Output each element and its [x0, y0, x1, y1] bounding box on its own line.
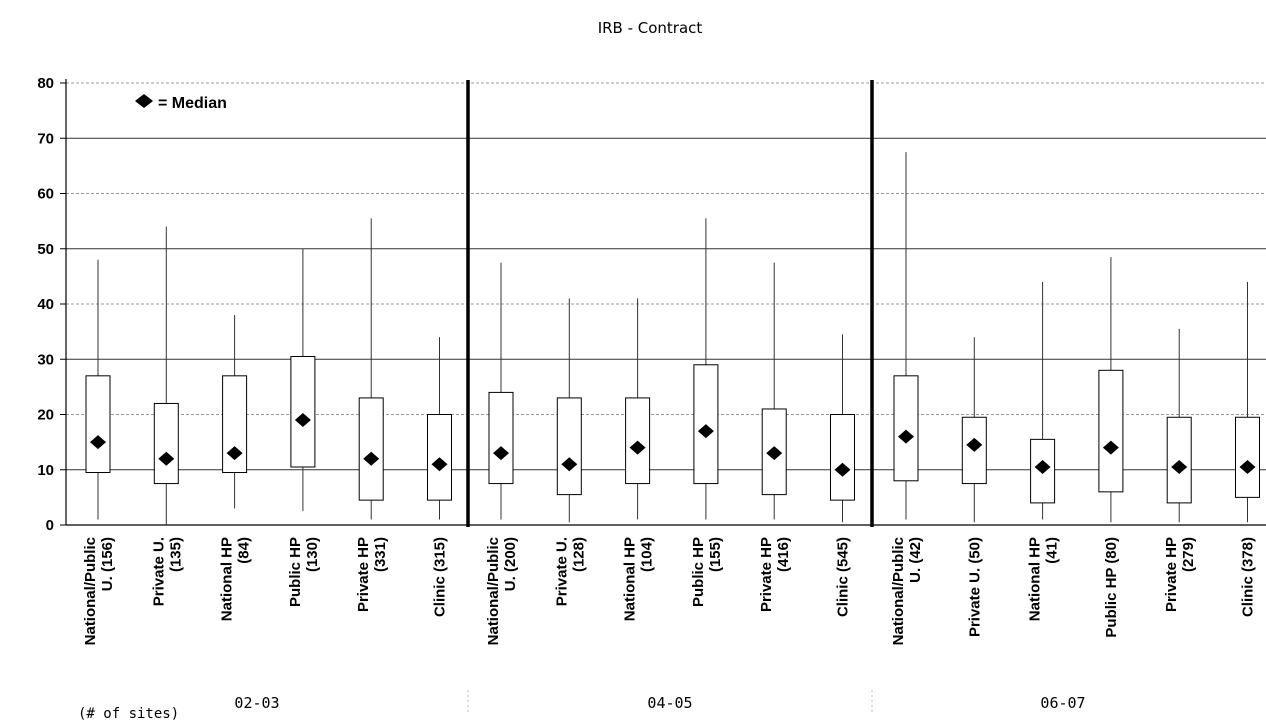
category-label-g1-b3-line-2: (84) — [236, 537, 253, 564]
category-label-g2-b4-line-2: (155) — [707, 537, 724, 572]
iqr-box-g3-b6 — [1235, 416, 1260, 498]
iqr-box-g1-b1 — [85, 375, 111, 474]
median-marker-g3-b6 — [1239, 459, 1256, 474]
median-marker-g3-b2 — [966, 437, 983, 452]
median-marker-g1-b3 — [226, 446, 243, 461]
category-labels: National/Public U. (156) Private U. (135) Na… — [82, 537, 1257, 712]
iqr-box-g2-b6 — [830, 414, 855, 501]
category-label-g3-b5-line-1: Private HP — [1163, 537, 1180, 612]
y-tick-label-80: 80 — [37, 75, 54, 92]
category-label-g2-b1-line-2: U. (200) — [502, 537, 519, 591]
category-label-g3-b6-line-1: Clinic (378) — [1240, 537, 1257, 617]
median-marker-g1-b6 — [431, 457, 448, 472]
category-label-g2-b2-line-2: (128) — [570, 537, 587, 572]
category-label-g3-b1-line-2: U. (42) — [907, 537, 924, 583]
category-label-g2-b4-line-1: Public HP — [690, 537, 707, 607]
y-tick-label-10: 10 — [37, 462, 54, 479]
y-tick-label-30: 30 — [37, 351, 54, 368]
category-label-g1-b2-line-2: (135) — [167, 537, 184, 572]
sites-footer-label: (# of sites) — [78, 706, 179, 722]
y-tick-label-20: 20 — [37, 407, 54, 424]
category-label-g1-b5-line-1: Private HP — [355, 537, 372, 612]
category-label-g1-b1-line-2: U. (156) — [99, 537, 116, 591]
category-label-g1-b6-line-1: Clinic (315) — [432, 537, 449, 617]
category-label-g1-b1-line-1: National/Public — [82, 537, 99, 645]
iqr-box-g2-b3 — [625, 397, 651, 485]
iqr-box-g2-b2 — [556, 397, 582, 496]
period-label-02-03: 02-03 — [234, 694, 279, 712]
legend-median-diamond-icon — [135, 94, 153, 108]
grid-lines — [66, 82, 1266, 471]
median-marker-g3-b3 — [1034, 459, 1051, 474]
category-label-g2-b6-line-1: Clinic (545) — [835, 537, 852, 617]
y-axis: 0 10 20 30 40 50 60 70 80 — [37, 75, 1266, 534]
legend: = Median — [135, 94, 227, 112]
legend-label: = Median — [158, 95, 227, 112]
median-marker-g2-b6 — [834, 462, 851, 477]
chart-title: IRB - Contract — [598, 19, 703, 37]
category-label-g3-b2-line-1: Private U. (50) — [966, 537, 983, 637]
category-label-g1-b5-line-2: (331) — [372, 537, 389, 572]
median-marker-g1-b5 — [363, 451, 380, 466]
iqr-box-g3-b4 — [1098, 369, 1124, 493]
median-marker-g1-b2 — [158, 451, 175, 466]
y-tick-label-50: 50 — [37, 241, 54, 258]
iqr-box-g1-b2 — [153, 402, 179, 485]
period-label-04-05: 04-05 — [647, 694, 692, 712]
category-label-g1-b4-line-2: (130) — [304, 537, 321, 572]
category-label-g3-b5-line-2: (279) — [1180, 537, 1197, 572]
y-tick-label-40: 40 — [37, 296, 54, 313]
box-series — [85, 152, 1260, 525]
median-marker-g1-b4 — [294, 413, 311, 428]
median-marker-g2-b3 — [629, 440, 646, 455]
category-label-g2-b5-line-1: Private HP — [758, 537, 775, 612]
y-tick-label-70: 70 — [37, 130, 54, 147]
iqr-box-g1-b4 — [290, 355, 316, 468]
median-marker-g2-b5 — [766, 446, 783, 461]
category-label-g3-b3-line-2: (41) — [1044, 537, 1061, 564]
category-label-g3-b1-line-1: National/Public — [890, 537, 907, 645]
y-tick-label-60: 60 — [37, 186, 54, 203]
median-marker-g1-b1 — [90, 435, 106, 450]
category-label-g2-b3-line-2: (104) — [639, 537, 656, 572]
median-marker-g3-b4 — [1102, 440, 1119, 455]
category-label-g1-b2-line-1: Private U. — [150, 537, 167, 606]
category-label-g2-b5-line-2: (416) — [775, 537, 792, 572]
median-marker-g2-b1 — [493, 446, 509, 461]
category-label-g3-b3-line-1: National HP — [1027, 537, 1044, 621]
iqr-box-g2-b1 — [488, 391, 514, 485]
iqr-box-g1-b5 — [358, 397, 384, 501]
period-label-06-07: 06-07 — [1040, 694, 1085, 712]
category-label-g1-b3-line-1: National HP — [219, 537, 236, 621]
category-label-g3-b4-line-1: Public HP (80) — [1103, 537, 1120, 638]
median-marker-g2-b4 — [697, 424, 714, 439]
iqr-box-g3-b2 — [961, 416, 987, 485]
category-label-g2-b2-line-1: Private U. — [553, 537, 570, 606]
iqr-box-g3-b1 — [893, 375, 919, 482]
median-marker-g2-b2 — [561, 457, 578, 472]
group-dividers — [466, 80, 874, 715]
category-label-g2-b3-line-1: National HP — [622, 537, 639, 621]
median-marker-g3-b5 — [1171, 459, 1188, 474]
category-label-g2-b1-line-1: National/Public — [485, 537, 502, 645]
median-marker-g3-b1 — [898, 429, 914, 444]
y-tick-label-0: 0 — [46, 517, 54, 534]
category-label-g1-b4-line-1: Public HP — [287, 537, 304, 607]
